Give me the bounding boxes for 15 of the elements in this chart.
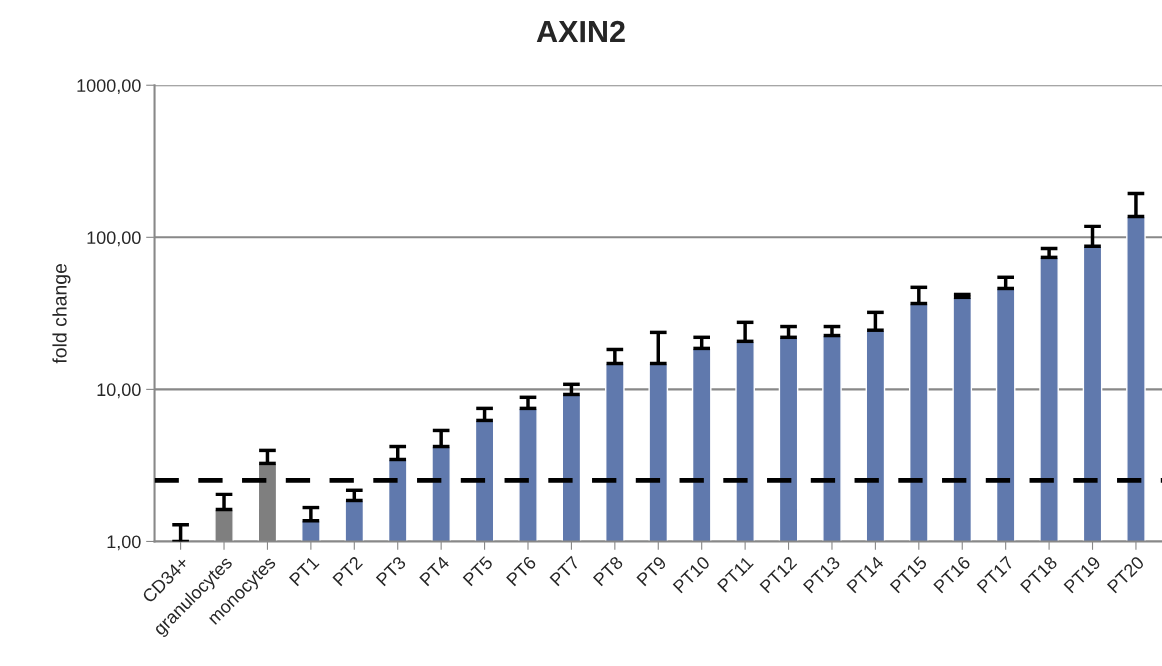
x-tick-label: PT3 bbox=[375, 555, 407, 587]
y-tick-label: 100,00 bbox=[87, 231, 141, 247]
y-axis-title: fold change bbox=[52, 263, 71, 364]
y-tick-label: 10,00 bbox=[97, 383, 141, 399]
y-tick-label: 1000,00 bbox=[77, 79, 141, 95]
x-tick-label: PT8 bbox=[592, 555, 624, 587]
x-tick-label: PT4 bbox=[419, 555, 451, 587]
x-tick-label: PT5 bbox=[462, 555, 494, 587]
x-tick-label: PT9 bbox=[636, 555, 668, 587]
x-tick-label: PT6 bbox=[505, 555, 537, 587]
x-tick-label: PT2 bbox=[332, 555, 363, 587]
x-tick-label: PT1 bbox=[288, 555, 320, 587]
chart-title: AXIN2 bbox=[536, 20, 625, 43]
x-tick-label: PT7 bbox=[549, 555, 581, 587]
y-tick-label: 1,00 bbox=[107, 535, 141, 551]
